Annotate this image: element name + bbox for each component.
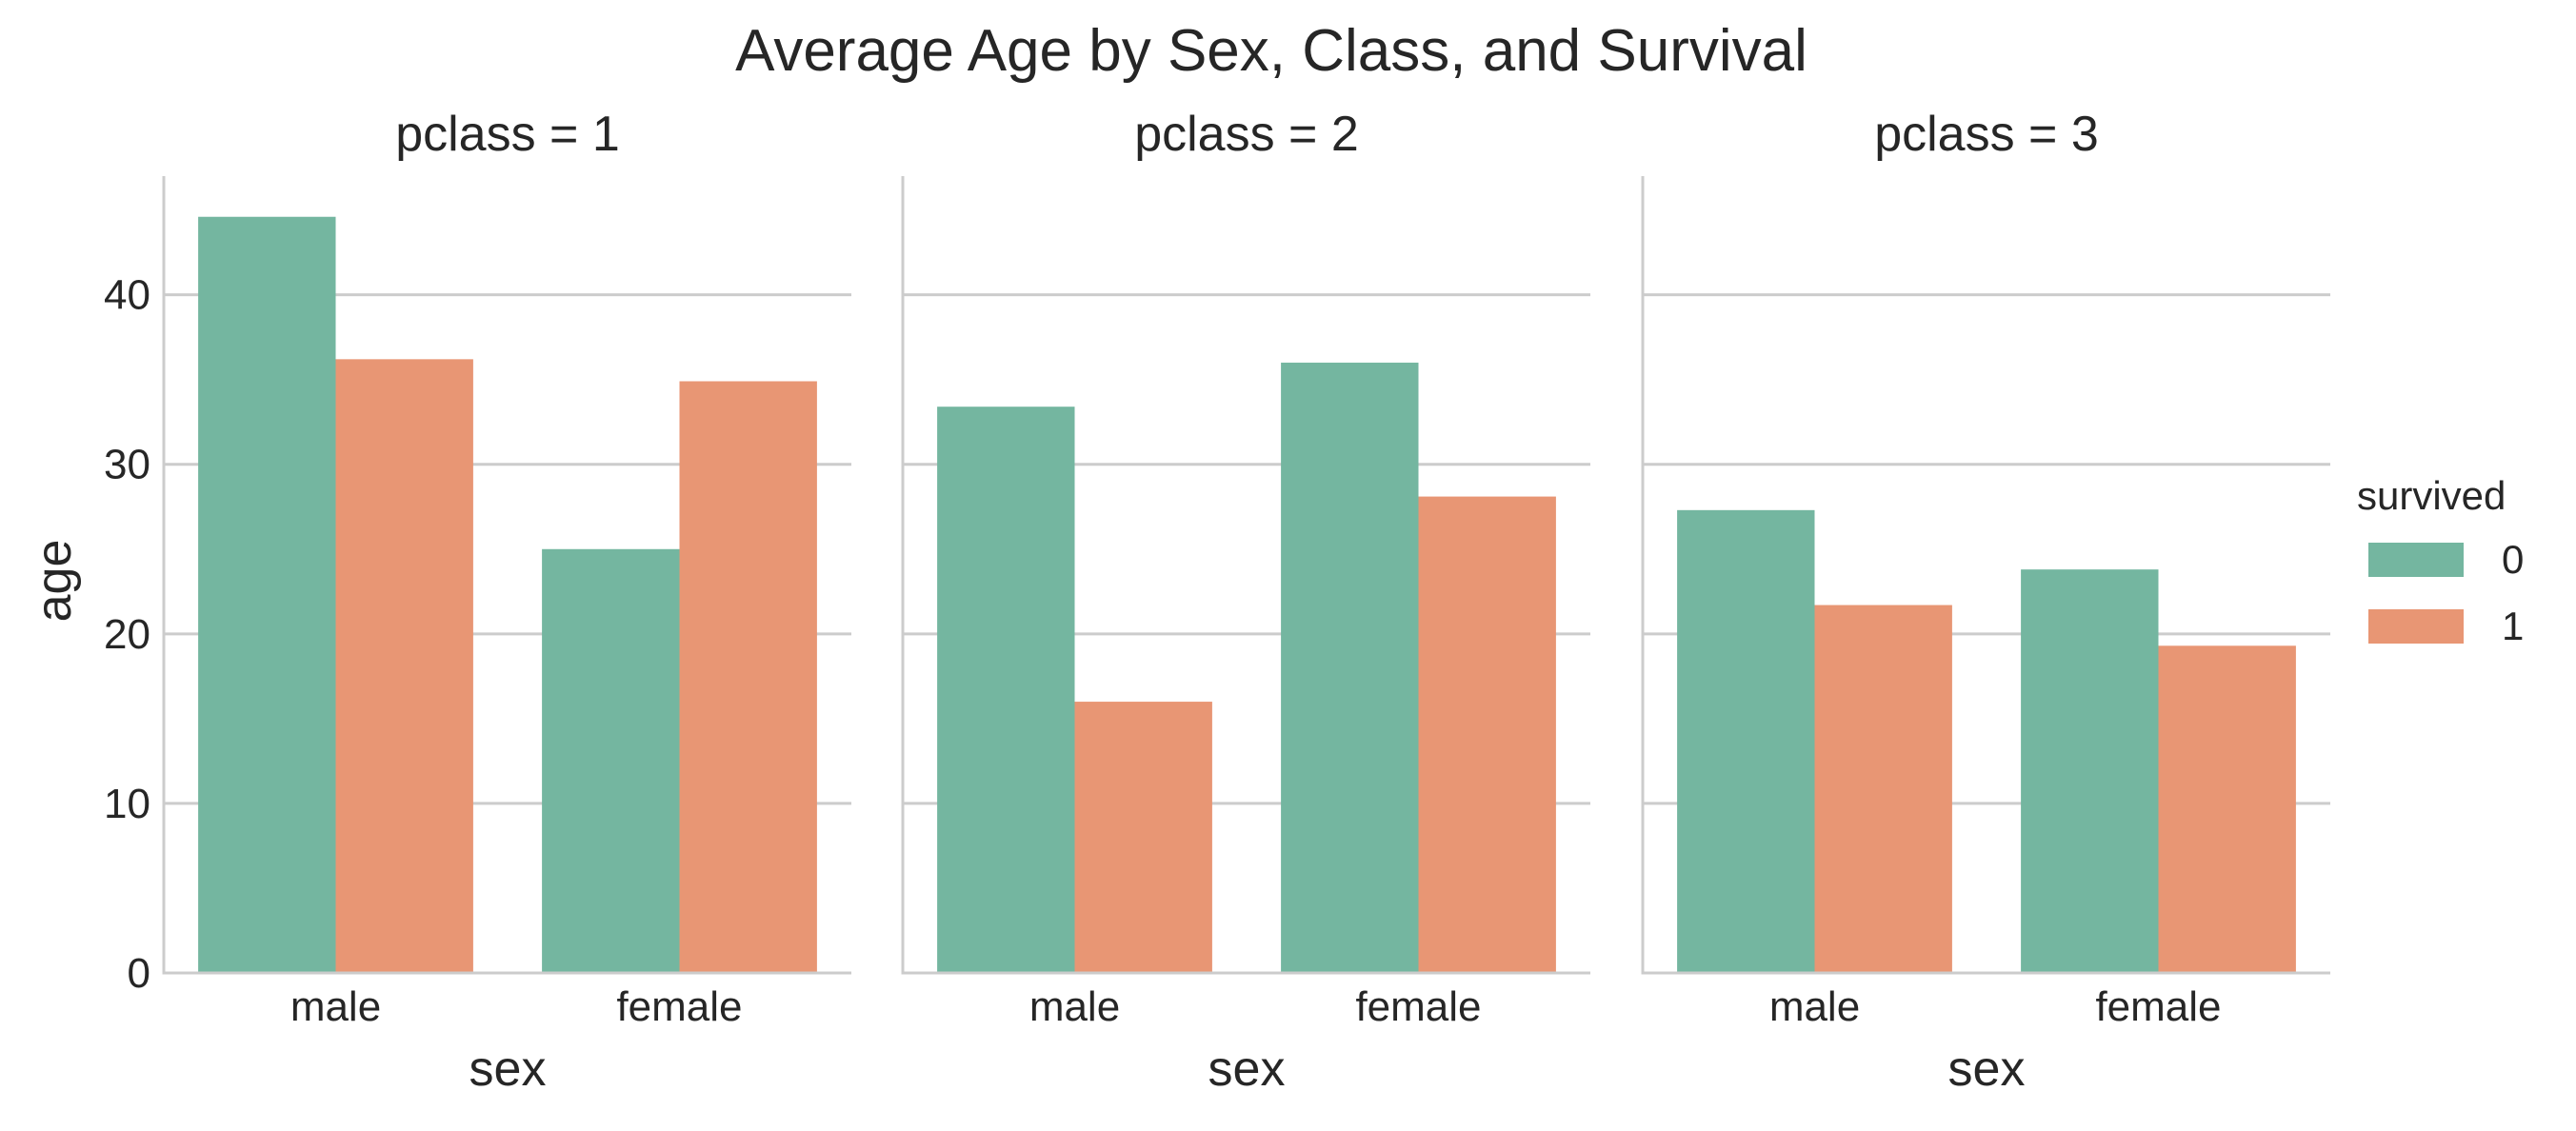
y-tick-label: 20 bbox=[104, 611, 150, 658]
legend-label: 1 bbox=[2502, 604, 2524, 648]
bar bbox=[198, 216, 336, 974]
y-tick-label: 30 bbox=[104, 442, 150, 488]
legend-swatch bbox=[2368, 609, 2464, 644]
legend: survived 0 1 bbox=[2357, 473, 2524, 648]
x-tick-label: male bbox=[1029, 983, 1120, 1030]
y-tick-label: 0 bbox=[128, 950, 150, 997]
bar bbox=[679, 381, 817, 973]
x-axis-label: sex bbox=[1208, 1042, 1286, 1097]
legend-label: 0 bbox=[2502, 537, 2524, 582]
bar bbox=[1418, 496, 1556, 973]
chart-title: Average Age by Sex, Class, and Survival bbox=[735, 18, 1807, 84]
bar bbox=[1074, 702, 1212, 973]
bar bbox=[1814, 605, 1952, 973]
panel-title: pclass = 2 bbox=[1134, 107, 1359, 162]
panel-title: pclass = 1 bbox=[395, 107, 620, 162]
y-axis-label: age bbox=[27, 540, 82, 623]
bar bbox=[335, 359, 473, 973]
y-tick-label: 10 bbox=[104, 781, 150, 827]
facet-panel: pclass = 3 male female sex bbox=[1641, 107, 2330, 1097]
bar bbox=[937, 407, 1075, 973]
x-tick-label: female bbox=[616, 983, 742, 1030]
x-tick-label: female bbox=[2095, 983, 2221, 1030]
x-tick-label: male bbox=[1769, 983, 1860, 1030]
legend-swatch bbox=[2368, 543, 2464, 577]
bar bbox=[1281, 362, 1419, 973]
bar bbox=[1677, 509, 1815, 973]
facet-panel: pclass = 1 male female sex 0 10 20 30 40 bbox=[104, 107, 851, 1097]
y-tick-label: 40 bbox=[104, 272, 150, 319]
panel-title: pclass = 3 bbox=[1874, 107, 2099, 162]
bar bbox=[542, 548, 680, 973]
x-tick-label: male bbox=[290, 983, 381, 1030]
x-tick-label: female bbox=[1355, 983, 1481, 1030]
x-axis-label: sex bbox=[1948, 1042, 2026, 1097]
facet-panel: pclass = 2 male female sex bbox=[901, 107, 1590, 1097]
bar bbox=[2158, 645, 2296, 973]
x-axis-label: sex bbox=[469, 1042, 547, 1097]
legend-title: survived bbox=[2357, 473, 2506, 518]
bar bbox=[2021, 569, 2159, 973]
